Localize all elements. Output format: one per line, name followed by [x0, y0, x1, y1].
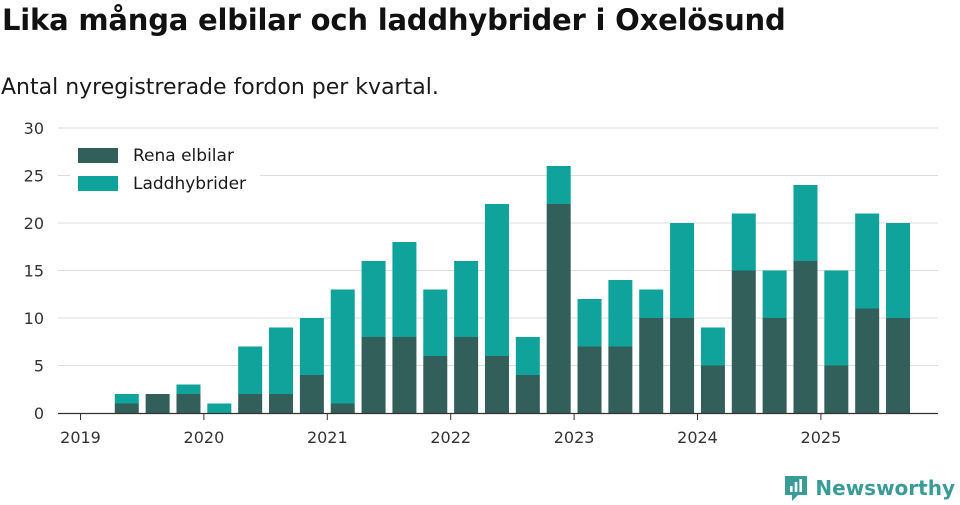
bar-rena-elbilar [639, 318, 664, 413]
newsworthy-logo-icon [785, 476, 808, 501]
legend-swatch-rena-elbilar [78, 148, 118, 163]
x-tick-label: 2023 [554, 428, 595, 447]
y-tick-label: 30 [24, 119, 44, 138]
bar-rena-elbilar [238, 394, 263, 413]
bar-rena-elbilar [484, 356, 509, 413]
bar-rena-elbilar [608, 346, 633, 413]
bar-laddhybrider [639, 289, 664, 318]
bar-laddhybrider [269, 327, 294, 394]
bar-rena-elbilar [515, 375, 540, 413]
bar-laddhybrider [731, 213, 756, 271]
bar-laddhybrider [886, 223, 911, 318]
bar-laddhybrider [700, 327, 725, 366]
bar-laddhybrider [114, 394, 139, 404]
bar-laddhybrider [824, 270, 849, 366]
x-tick-label: 2022 [430, 428, 471, 447]
bar-rena-elbilar [392, 337, 417, 413]
y-tick-label: 0 [34, 404, 44, 423]
bar-rena-elbilar [330, 403, 355, 413]
x-tick-label: 2021 [307, 428, 348, 447]
bar-rena-elbilar [700, 365, 725, 413]
legend: Rena elbilar Laddhybrider [70, 141, 260, 199]
bar-laddhybrider [515, 337, 540, 375]
bar-laddhybrider [855, 213, 880, 309]
legend-label-rena-elbilar: Rena elbilar [133, 146, 234, 166]
legend-label-laddhybrider: Laddhybrider [133, 174, 246, 194]
chart-title: Lika många elbilar och laddhybrider i Ox… [2, 3, 786, 37]
bar-rena-elbilar [546, 204, 571, 413]
y-axis-tick-labels: 0 5 10 15 20 25 30 [24, 119, 44, 423]
bar-laddhybrider [361, 261, 386, 337]
y-tick-label: 25 [24, 167, 44, 186]
bar-rena-elbilar [454, 337, 479, 413]
bars [114, 166, 911, 413]
bar-rena-elbilar [145, 394, 170, 413]
bar-laddhybrider [577, 299, 602, 347]
bar-rena-elbilar [299, 375, 324, 413]
bar-laddhybrider [299, 318, 324, 375]
bar-rena-elbilar [886, 318, 911, 413]
y-tick-label: 15 [24, 262, 44, 281]
y-tick-label: 10 [24, 309, 44, 328]
bar-rena-elbilar [269, 394, 294, 413]
x-tick-label: 2020 [184, 428, 225, 447]
bar-rena-elbilar [577, 346, 602, 413]
bar-rena-elbilar [731, 270, 756, 413]
bar-laddhybrider [608, 280, 633, 347]
bar-laddhybrider [176, 384, 201, 394]
bar-rena-elbilar [855, 308, 880, 413]
bar-rena-elbilar [670, 318, 695, 413]
bar-laddhybrider [330, 289, 355, 404]
x-tick-label: 2025 [801, 428, 842, 447]
bar-laddhybrider [762, 270, 787, 318]
bar-laddhybrider [670, 223, 695, 318]
bar-laddhybrider [454, 261, 479, 337]
bar-laddhybrider [238, 346, 263, 394]
bar-laddhybrider [392, 242, 417, 337]
legend-swatch-laddhybrider [78, 176, 118, 191]
bar-laddhybrider [793, 185, 818, 261]
bar-rena-elbilar [824, 365, 849, 413]
bar-laddhybrider [423, 289, 448, 356]
y-tick-label: 20 [24, 214, 44, 233]
bar-laddhybrider [484, 204, 509, 356]
y-tick-label: 5 [34, 357, 44, 376]
bar-rena-elbilar [176, 394, 201, 413]
x-tick-label: 2019 [60, 428, 101, 447]
bar-rena-elbilar [361, 337, 386, 413]
bar-laddhybrider [207, 403, 232, 413]
brand: Newsworthy [783, 474, 955, 502]
bar-rena-elbilar [423, 356, 448, 413]
bar-rena-elbilar [114, 403, 139, 413]
x-axis-ticks: 2019 2020 2021 2022 2023 2024 2025 [60, 413, 841, 447]
x-tick-label: 2024 [677, 428, 718, 447]
bar-rena-elbilar [762, 318, 787, 413]
bar-laddhybrider [546, 166, 571, 204]
bar-rena-elbilar [793, 261, 818, 413]
brand-name: Newsworthy [815, 476, 955, 500]
chart-subtitle: Antal nyregistrerade fordon per kvartal. [1, 75, 439, 100]
